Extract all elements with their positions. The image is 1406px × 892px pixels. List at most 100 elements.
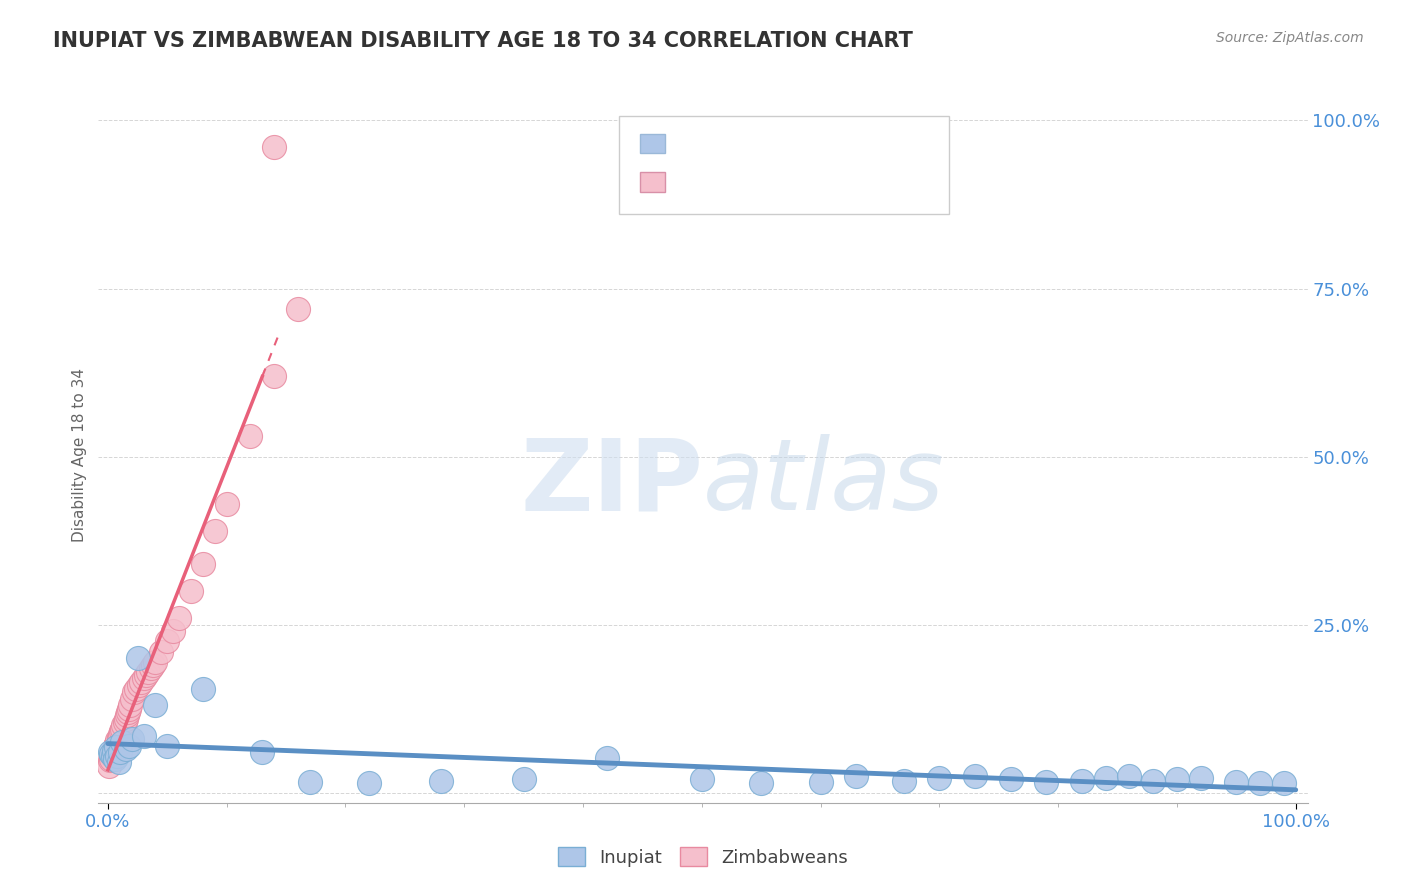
Point bbox=[111, 722, 134, 736]
Text: ZIP: ZIP bbox=[520, 434, 703, 532]
Point bbox=[1118, 769, 1140, 783]
Point bbox=[103, 742, 125, 756]
Point bbox=[100, 752, 122, 766]
Point bbox=[107, 748, 129, 763]
Point bbox=[122, 685, 145, 699]
Point bbox=[114, 715, 136, 730]
Point bbox=[215, 497, 238, 511]
Text: N =: N = bbox=[792, 174, 825, 192]
Point bbox=[129, 674, 152, 689]
Text: Source: ZipAtlas.com: Source: ZipAtlas.com bbox=[1216, 31, 1364, 45]
Point bbox=[162, 624, 184, 639]
Point bbox=[121, 691, 143, 706]
Point bbox=[103, 745, 125, 759]
Point bbox=[1094, 771, 1116, 785]
Point bbox=[117, 705, 139, 719]
Point bbox=[103, 744, 125, 758]
Point bbox=[127, 651, 149, 665]
Point bbox=[101, 748, 124, 763]
Text: -0.389: -0.389 bbox=[707, 136, 772, 153]
Point bbox=[101, 747, 124, 761]
Point bbox=[287, 301, 309, 316]
Point bbox=[100, 747, 122, 761]
Point bbox=[100, 748, 122, 763]
Point bbox=[142, 658, 165, 673]
Point bbox=[252, 745, 274, 759]
Text: 0.825: 0.825 bbox=[707, 174, 770, 192]
Point bbox=[101, 748, 124, 763]
Point bbox=[107, 731, 129, 746]
Point bbox=[107, 731, 129, 745]
Point bbox=[263, 368, 285, 383]
Point bbox=[429, 773, 451, 788]
Point bbox=[1189, 771, 1212, 785]
Point bbox=[1035, 775, 1057, 789]
Point bbox=[596, 751, 619, 765]
Point bbox=[105, 737, 128, 751]
Y-axis label: Disability Age 18 to 34: Disability Age 18 to 34 bbox=[72, 368, 87, 542]
Point bbox=[893, 773, 915, 788]
Point bbox=[108, 745, 131, 759]
Point bbox=[136, 665, 159, 679]
Point bbox=[359, 775, 381, 789]
Point bbox=[191, 681, 214, 696]
Point bbox=[111, 735, 134, 749]
Point bbox=[110, 723, 132, 738]
Point bbox=[1070, 773, 1092, 788]
Point bbox=[180, 584, 202, 599]
Text: R =: R = bbox=[676, 174, 710, 192]
Text: atlas: atlas bbox=[703, 434, 945, 532]
Point bbox=[103, 747, 125, 761]
Point bbox=[928, 771, 950, 785]
Point bbox=[298, 775, 321, 789]
Point bbox=[118, 739, 141, 753]
Point bbox=[125, 681, 148, 696]
Point bbox=[114, 742, 136, 756]
Point bbox=[167, 611, 190, 625]
Point bbox=[1000, 772, 1022, 787]
Point bbox=[107, 735, 129, 749]
Point bbox=[150, 644, 173, 658]
Text: R =: R = bbox=[676, 136, 710, 153]
Point bbox=[115, 708, 138, 723]
Point bbox=[120, 698, 142, 713]
Point bbox=[810, 775, 832, 789]
Point bbox=[156, 634, 179, 648]
Point bbox=[98, 754, 121, 768]
Legend: Inupiat, Zimbabweans: Inupiat, Zimbabweans bbox=[551, 840, 855, 874]
Point bbox=[132, 672, 155, 686]
Point bbox=[107, 733, 129, 747]
Point bbox=[156, 739, 179, 753]
Point bbox=[114, 712, 136, 726]
Point bbox=[1225, 775, 1247, 789]
Point bbox=[263, 140, 285, 154]
Point bbox=[845, 769, 868, 783]
Point bbox=[98, 759, 121, 773]
Point bbox=[191, 557, 214, 571]
Point bbox=[105, 742, 128, 756]
Point bbox=[1272, 776, 1295, 790]
Point bbox=[108, 726, 131, 740]
Point bbox=[112, 718, 135, 732]
Point bbox=[132, 729, 155, 743]
Point bbox=[145, 655, 167, 669]
Point bbox=[128, 678, 150, 692]
Point bbox=[105, 739, 128, 754]
Point bbox=[512, 772, 534, 787]
Text: N =: N = bbox=[792, 136, 825, 153]
Point bbox=[204, 524, 226, 538]
Point bbox=[135, 668, 157, 682]
Point bbox=[145, 698, 167, 713]
Point bbox=[963, 769, 986, 783]
Point bbox=[98, 745, 121, 759]
Point bbox=[690, 772, 713, 787]
Point bbox=[104, 739, 127, 753]
Point bbox=[1166, 772, 1188, 787]
Text: 42: 42 bbox=[823, 136, 848, 153]
Point bbox=[121, 731, 143, 746]
Point bbox=[104, 752, 127, 766]
Point bbox=[749, 775, 772, 789]
Point bbox=[104, 739, 127, 754]
Text: INUPIAT VS ZIMBABWEAN DISABILITY AGE 18 TO 34 CORRELATION CHART: INUPIAT VS ZIMBABWEAN DISABILITY AGE 18 … bbox=[53, 31, 914, 51]
Point bbox=[139, 661, 162, 675]
